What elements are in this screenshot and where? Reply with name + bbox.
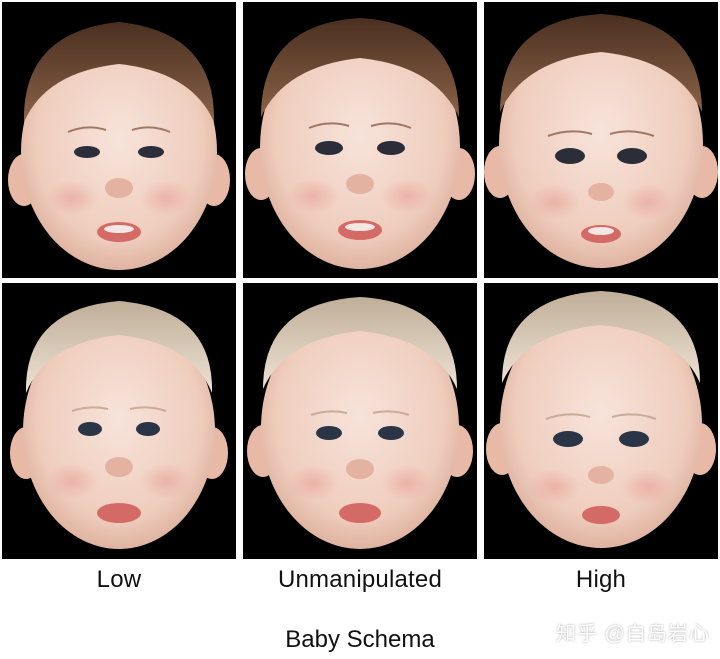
photo-blonde-hair-unmanipulated: [243, 283, 477, 559]
column-label-unmanipulated: Unmanipulated: [277, 566, 443, 593]
photo-brown-hair-low: [2, 2, 236, 278]
baby-face-icon: [484, 14, 718, 268]
baby-face-icon: [10, 301, 228, 549]
photo-brown-hair-unmanipulated: [243, 2, 477, 278]
watermark: 知乎 @白岛岩心: [556, 623, 710, 645]
photo-blonde-hair-high: [484, 283, 718, 559]
baby-face-icon: [486, 291, 716, 548]
baby-face-icon: [247, 297, 473, 549]
baby-face-icon: [245, 18, 475, 269]
baby-face-icon: [8, 22, 230, 270]
figure-title: Baby Schema: [285, 626, 435, 653]
photo-brown-hair-high: [484, 2, 718, 278]
photo-blonde-hair-low: [2, 283, 236, 559]
column-label-low: Low: [96, 566, 142, 593]
column-label-high: High: [575, 566, 627, 593]
